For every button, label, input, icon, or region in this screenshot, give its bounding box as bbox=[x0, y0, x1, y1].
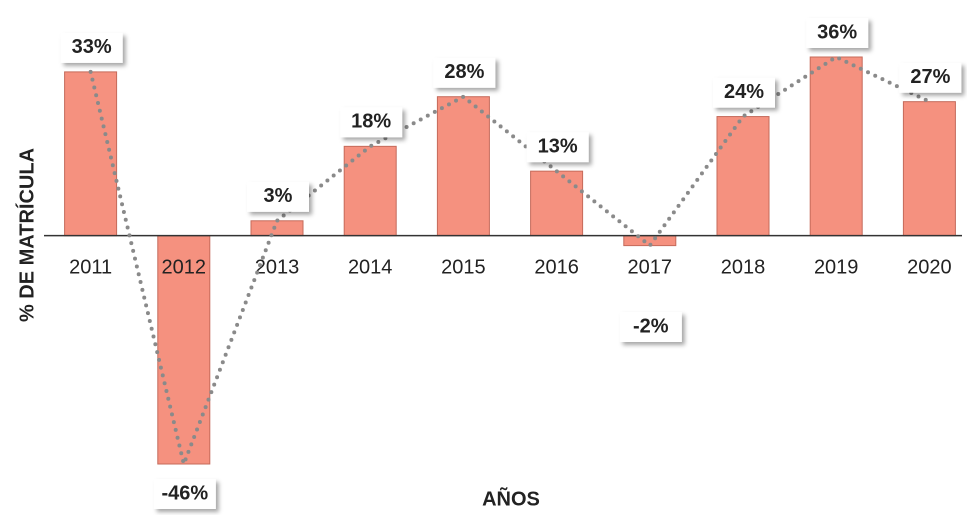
bar bbox=[530, 170, 584, 237]
data-label: 27% bbox=[899, 62, 962, 93]
data-label: 3% bbox=[247, 181, 309, 212]
value-label: 36% bbox=[817, 21, 857, 43]
x-tick-label: 2012 bbox=[162, 256, 207, 278]
x-tick-label: 2018 bbox=[721, 256, 766, 278]
bar bbox=[902, 101, 956, 237]
y-axis-label: % DE MATRÍCULA bbox=[15, 148, 38, 322]
label-box bbox=[60, 32, 123, 63]
value-label: 3% bbox=[264, 185, 293, 207]
bars bbox=[64, 56, 956, 465]
x-axis-label: AÑOS bbox=[482, 487, 540, 510]
x-tick-label: 2017 bbox=[628, 256, 673, 278]
bar bbox=[436, 96, 490, 237]
value-label: -46% bbox=[161, 482, 208, 504]
value-label: 28% bbox=[444, 61, 484, 83]
x-tick-label: 2019 bbox=[814, 256, 859, 278]
value-label: -2% bbox=[633, 315, 669, 337]
label-box bbox=[340, 107, 403, 138]
x-tick-label: 2020 bbox=[907, 256, 952, 278]
value-label: 18% bbox=[351, 111, 391, 133]
data-label: 24% bbox=[713, 77, 775, 108]
label-box bbox=[247, 181, 309, 212]
data-label: 18% bbox=[340, 107, 403, 138]
data-label: 28% bbox=[433, 57, 496, 88]
trend-line bbox=[88, 54, 932, 471]
value-label: 33% bbox=[72, 36, 112, 58]
data-label: -2% bbox=[619, 312, 682, 342]
label-box bbox=[433, 57, 496, 88]
x-tick-label: 2013 bbox=[255, 256, 300, 278]
label-box bbox=[713, 77, 775, 108]
bar bbox=[250, 220, 304, 237]
x-tick-label: 2016 bbox=[534, 256, 579, 278]
data-label: 13% bbox=[526, 132, 589, 163]
data-label: -46% bbox=[153, 479, 216, 509]
bar bbox=[64, 71, 118, 237]
x-tick-label: 2011 bbox=[69, 256, 112, 278]
x-tick-label: 2014 bbox=[348, 256, 393, 278]
label-box bbox=[153, 479, 216, 509]
label-box bbox=[806, 18, 869, 48]
label-box bbox=[619, 312, 682, 342]
value-label: 13% bbox=[538, 135, 578, 157]
value-label: 24% bbox=[724, 81, 764, 103]
data-label: 33% bbox=[60, 32, 123, 63]
bar bbox=[157, 235, 211, 465]
label-box bbox=[899, 62, 962, 93]
data-label: 36% bbox=[806, 18, 869, 48]
bar bbox=[716, 116, 770, 237]
value-label: 27% bbox=[910, 66, 950, 88]
bar bbox=[809, 56, 863, 237]
label-box bbox=[526, 132, 589, 163]
x-tick-label: 2015 bbox=[441, 256, 486, 278]
